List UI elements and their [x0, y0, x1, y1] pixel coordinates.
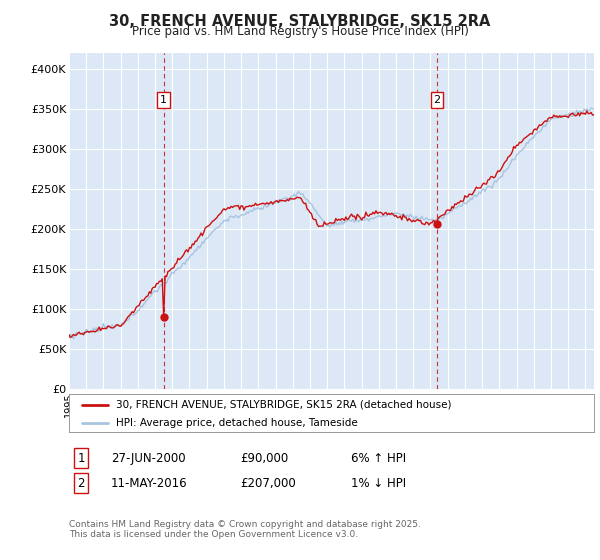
Text: Price paid vs. HM Land Registry's House Price Index (HPI): Price paid vs. HM Land Registry's House … — [131, 25, 469, 38]
Text: 11-MAY-2016: 11-MAY-2016 — [111, 477, 188, 490]
Text: 30, FRENCH AVENUE, STALYBRIDGE, SK15 2RA (detached house): 30, FRENCH AVENUE, STALYBRIDGE, SK15 2RA… — [116, 400, 452, 410]
Text: £207,000: £207,000 — [240, 477, 296, 490]
Text: £90,000: £90,000 — [240, 451, 288, 465]
Text: 2: 2 — [77, 477, 85, 490]
Text: 2: 2 — [433, 95, 440, 105]
Text: 1% ↓ HPI: 1% ↓ HPI — [351, 477, 406, 490]
Text: 1: 1 — [160, 95, 167, 105]
Text: 30, FRENCH AVENUE, STALYBRIDGE, SK15 2RA: 30, FRENCH AVENUE, STALYBRIDGE, SK15 2RA — [109, 14, 491, 29]
Text: 1: 1 — [77, 451, 85, 465]
Text: HPI: Average price, detached house, Tameside: HPI: Average price, detached house, Tame… — [116, 418, 358, 428]
Text: 6% ↑ HPI: 6% ↑ HPI — [351, 451, 406, 465]
Text: Contains HM Land Registry data © Crown copyright and database right 2025.
This d: Contains HM Land Registry data © Crown c… — [69, 520, 421, 539]
Text: 27-JUN-2000: 27-JUN-2000 — [111, 451, 185, 465]
